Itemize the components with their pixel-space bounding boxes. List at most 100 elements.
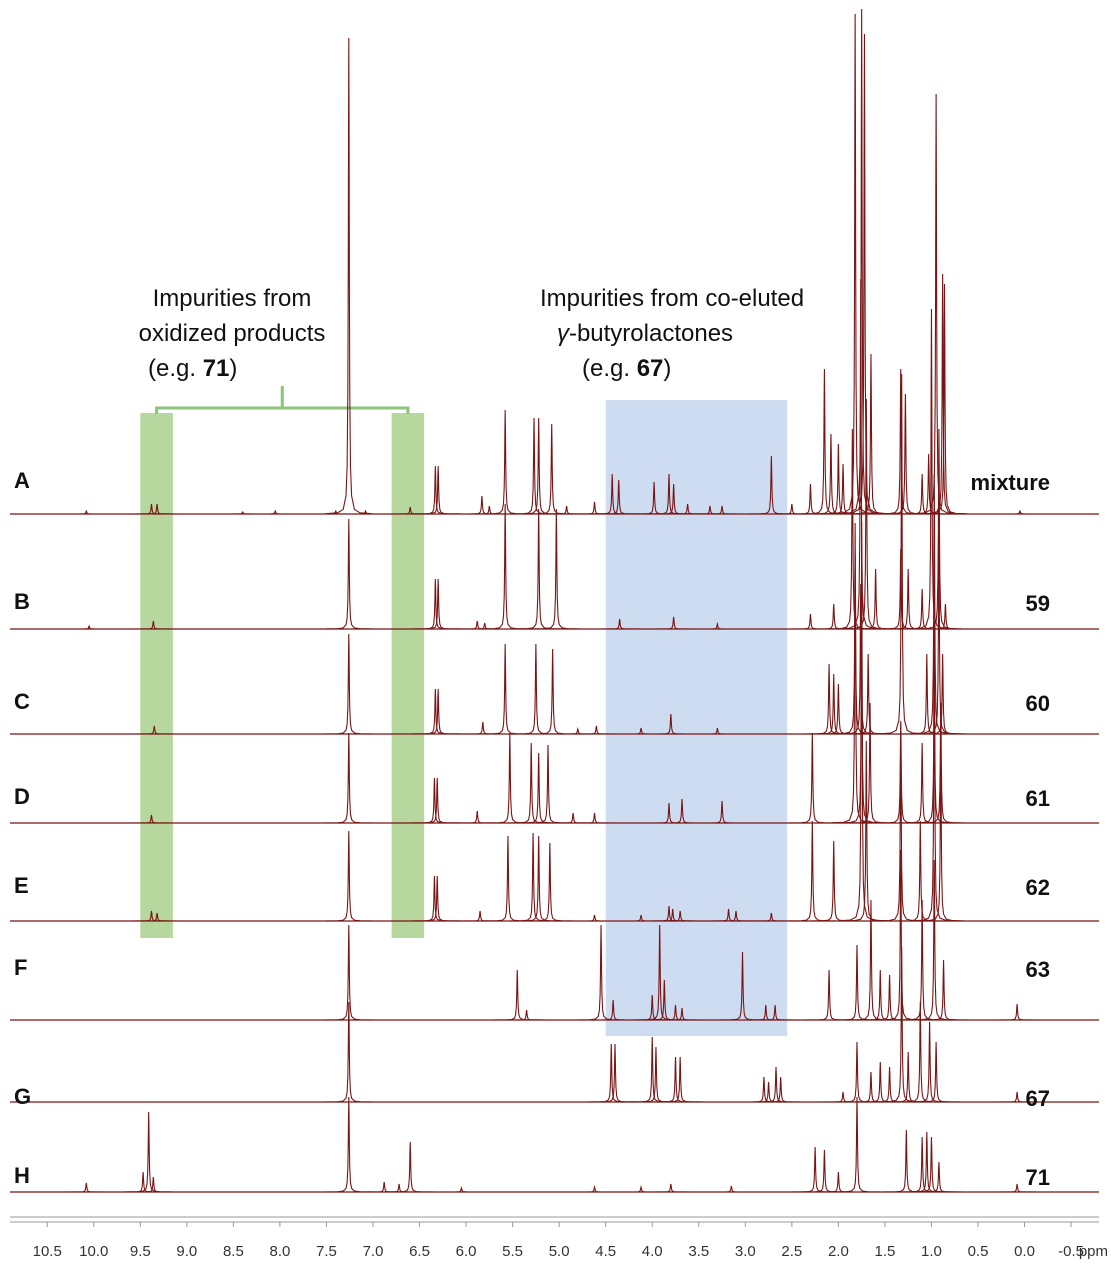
annotation-compound: 67 — [637, 355, 664, 382]
peak — [509, 832, 557, 922]
spectrum-letter: E — [14, 873, 29, 898]
peak — [325, 518, 373, 630]
annotation-line: oxidized products — [139, 320, 326, 347]
peak — [833, 944, 881, 1021]
peak — [386, 1141, 434, 1193]
peak — [922, 603, 969, 630]
peak — [484, 835, 532, 922]
peak — [912, 93, 960, 515]
x-tick-label: 3.5 — [688, 1243, 709, 1260]
peak — [414, 688, 462, 735]
peak — [125, 1111, 172, 1193]
spectrum-letter: A — [14, 468, 30, 493]
peak — [920, 959, 967, 1021]
peak — [815, 443, 862, 515]
peak — [549, 812, 597, 824]
bracket — [155, 386, 410, 414]
peak — [647, 713, 695, 735]
spectrum-label: 67 — [1026, 1086, 1050, 1111]
peak — [481, 503, 529, 630]
peak — [128, 814, 175, 824]
peak — [884, 1051, 932, 1103]
peak — [617, 914, 665, 922]
peak — [884, 568, 932, 630]
peak — [656, 1056, 704, 1103]
annotation-prefix: (e.g. — [582, 355, 637, 382]
peak — [650, 616, 697, 630]
annotation-suffix: ) — [229, 355, 237, 382]
peak — [757, 1076, 804, 1103]
peak — [897, 1001, 944, 1103]
peak — [596, 618, 643, 630]
peak — [791, 1146, 839, 1193]
peak — [510, 417, 558, 515]
x-tick-label: 6.0 — [456, 1243, 477, 1260]
peak — [133, 503, 181, 515]
peak — [752, 1066, 800, 1103]
annotation-compound: 71 — [203, 355, 230, 382]
x-axis-label: ppm — [1079, 1243, 1108, 1260]
spectrum-letter: H — [14, 1163, 30, 1188]
peak — [515, 508, 562, 630]
peak — [993, 1091, 1041, 1103]
peak — [837, 278, 885, 630]
peak — [847, 899, 895, 1021]
x-tick-label: 4.0 — [642, 1243, 663, 1260]
peak — [698, 505, 746, 515]
peak — [838, 520, 885, 922]
peak — [843, 740, 890, 922]
peak — [617, 1184, 665, 1193]
bands — [140, 386, 788, 1036]
peak — [852, 568, 899, 630]
peak — [921, 283, 968, 515]
peak — [748, 912, 795, 922]
peak — [694, 621, 741, 630]
peak — [459, 721, 507, 735]
peak — [789, 732, 836, 824]
peak — [453, 810, 501, 824]
peak — [810, 673, 858, 735]
peak — [915, 533, 963, 735]
x-tick-label: 0.5 — [968, 1243, 989, 1260]
peak — [219, 511, 266, 515]
annotation-line: γ-butyrolactones — [557, 320, 733, 347]
peak — [996, 509, 1044, 515]
peak — [533, 508, 580, 630]
peak — [412, 578, 459, 630]
peak — [617, 727, 665, 735]
peak — [312, 509, 360, 515]
peak — [915, 1161, 963, 1193]
peak — [993, 1003, 1041, 1021]
peak — [325, 1001, 373, 1103]
x-tick-label: 6.5 — [409, 1243, 430, 1260]
highlight-band — [605, 400, 788, 1036]
spectrum-letter: B — [14, 589, 30, 614]
peak — [878, 946, 925, 1103]
peak — [815, 683, 862, 735]
spectra — [10, 8, 1099, 1193]
peak — [647, 1183, 695, 1193]
peak — [658, 1007, 706, 1021]
spectrum-label: 61 — [1026, 786, 1050, 811]
peak — [630, 481, 678, 515]
peak — [119, 1171, 167, 1193]
annotation-line: -butyrolactones — [569, 320, 733, 347]
peak — [130, 1176, 177, 1193]
peak — [883, 1129, 930, 1193]
x-tick-label: 4.5 — [595, 1243, 616, 1260]
peak — [636, 924, 683, 1021]
peak — [856, 1061, 904, 1103]
peak — [512, 643, 560, 735]
peak — [543, 505, 590, 515]
peak — [632, 1046, 680, 1103]
peak — [515, 752, 562, 824]
peak — [650, 483, 697, 515]
peak — [63, 1182, 110, 1193]
peak — [787, 483, 834, 515]
spectrum-label: 60 — [1026, 691, 1050, 716]
peak — [712, 910, 760, 922]
peak — [453, 620, 501, 630]
peak — [906, 1021, 953, 1103]
x-tick-label: 7.0 — [363, 1243, 384, 1260]
